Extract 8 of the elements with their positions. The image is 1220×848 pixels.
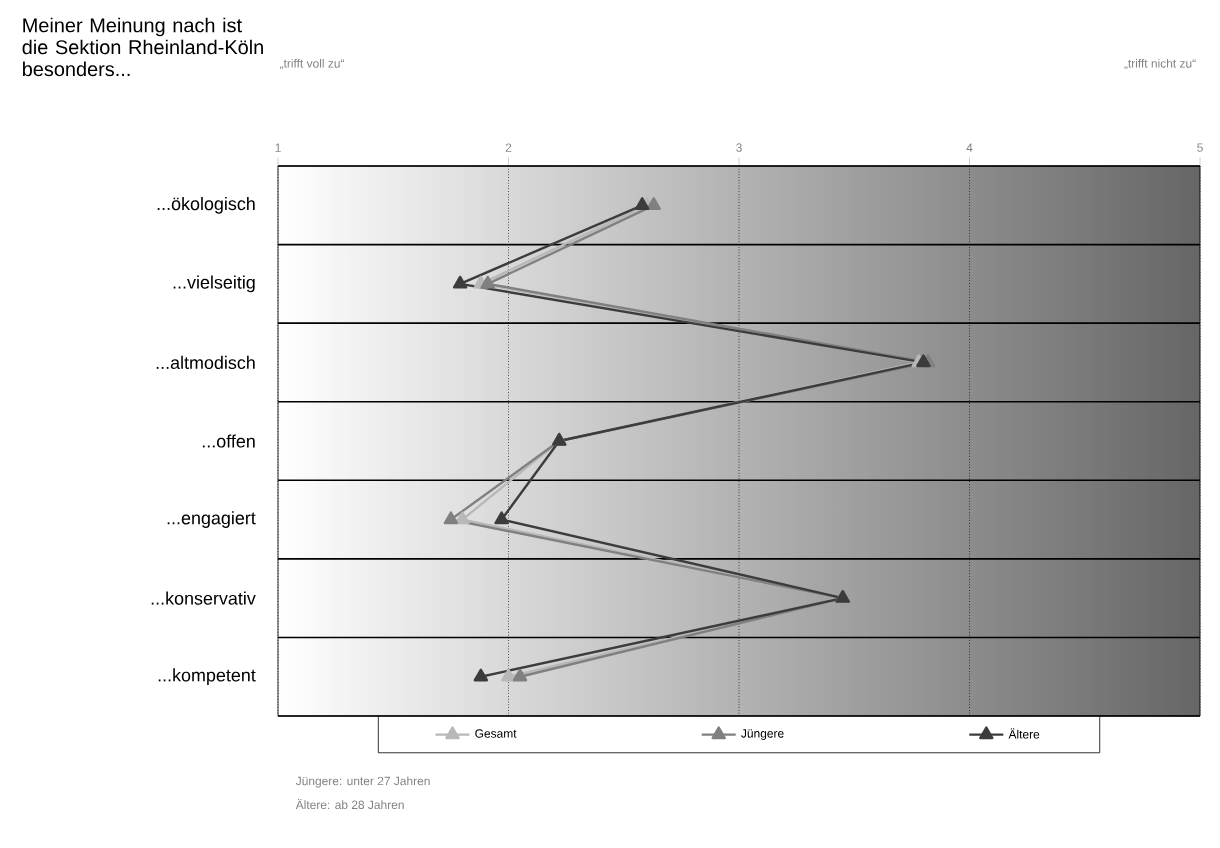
chart-title: Meiner Meinung nach ist die Sektion Rheinland-Köln besonders...	[22, 17, 263, 77]
y-tick-label: ...kompetent	[158, 668, 256, 686]
y-tick-label: ...ökologisch	[157, 196, 255, 214]
y-tick-label: ...engagiert	[167, 511, 256, 528]
y-tick-label: ...konservativ	[151, 591, 256, 605]
y-tick-label: ...altmodisch	[156, 355, 255, 370]
y-tick-label: ...vielseitig	[173, 275, 255, 293]
y-tick-label: ...offen	[202, 434, 255, 448]
